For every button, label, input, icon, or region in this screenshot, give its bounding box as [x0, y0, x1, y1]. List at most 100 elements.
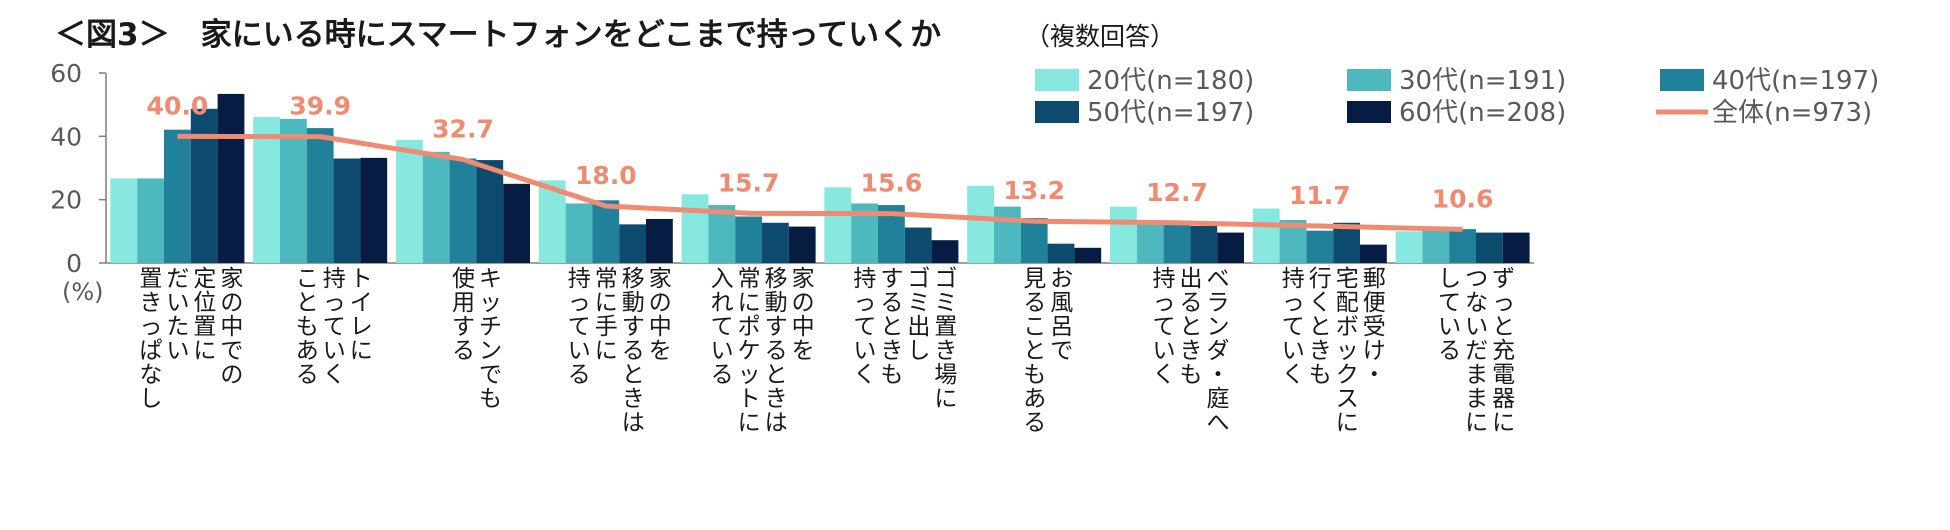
- category-label-char: る: [1438, 338, 1461, 364]
- category-label-char: っ: [323, 290, 346, 316]
- category-label-char: ッ: [738, 362, 761, 388]
- category-label-char: い: [568, 338, 591, 364]
- category-label-char: き: [622, 386, 645, 412]
- category-label-char: は: [765, 410, 788, 436]
- category-label-char: に: [738, 290, 761, 316]
- category-label-char: 電: [1492, 362, 1515, 388]
- bar: [190, 108, 218, 264]
- data-label: 15.6: [861, 169, 923, 198]
- category-label-char: す: [765, 314, 788, 340]
- category-label-char: ベ: [1207, 266, 1230, 292]
- category-label-char: 常: [738, 266, 761, 292]
- category-label-char: レ: [350, 314, 373, 340]
- category-label-char: キ: [479, 266, 502, 292]
- category-label-char: ダ: [1207, 338, 1230, 364]
- category-label-char: に: [595, 338, 618, 364]
- bar: [1110, 206, 1137, 263]
- bar: [306, 128, 334, 263]
- bar: [1306, 230, 1334, 263]
- category-label-char: く: [1309, 290, 1332, 316]
- category-label-char: き: [765, 386, 788, 412]
- bar: [1449, 229, 1476, 263]
- category-label-char: ト: [350, 266, 373, 292]
- legend-item: 30代(n=191): [1347, 66, 1566, 96]
- category-labels: 家の中での定位置にだいたい置きっぱなしトイレに持っていくこともあるキッチンでも使…: [139, 266, 1515, 436]
- category-label-char: す: [622, 314, 645, 340]
- category-label-char: て: [1153, 314, 1176, 340]
- category-label-char: と: [765, 362, 788, 388]
- category-label-char: ず: [1492, 266, 1515, 292]
- category-label-char: ン: [479, 338, 502, 364]
- bar: [824, 187, 852, 263]
- category-label-char: 器: [1492, 386, 1515, 412]
- bar: [1217, 232, 1244, 263]
- category-label-char: と: [1492, 314, 1515, 340]
- category-label-char: に: [1336, 410, 1359, 436]
- category-label-char: 入: [711, 266, 734, 292]
- category-label-char: で: [1050, 338, 1073, 364]
- legend: 20代(n=180) 30代(n=191) 40代(n=197) 50代(n=197)…: [1035, 66, 1879, 128]
- bar: [1502, 232, 1530, 263]
- category-label-char: 置: [193, 314, 216, 340]
- category-label-char: て: [568, 314, 591, 340]
- y-tick-label: 20: [50, 186, 82, 215]
- category-label-char: 家: [649, 266, 672, 292]
- bar: [788, 226, 816, 263]
- bar: [360, 157, 388, 263]
- category-label-char: 便: [1363, 290, 1386, 316]
- category-label-char: 中: [792, 314, 815, 340]
- category-label-char: 出: [907, 314, 930, 340]
- bar: [681, 194, 709, 263]
- bar: [931, 240, 959, 263]
- category-label-char: と: [1309, 314, 1332, 340]
- category-label-char: る: [1180, 290, 1203, 316]
- category-label-char: た: [166, 314, 189, 340]
- category-label-char: に: [738, 410, 761, 436]
- bar: [280, 118, 307, 264]
- data-label: 32.7: [432, 114, 494, 143]
- category-label-char: る: [880, 290, 903, 316]
- category-label-char: き: [880, 338, 903, 364]
- bar: [422, 151, 450, 263]
- bar: [646, 218, 673, 263]
- category-label-char: チ: [479, 314, 502, 340]
- category-label-char: っ: [1492, 290, 1515, 316]
- category-label-char: て: [1438, 290, 1461, 316]
- data-label: 10.6: [1432, 184, 1494, 213]
- bar: [1360, 244, 1387, 263]
- bar: [110, 178, 138, 263]
- category-label-char: い: [1153, 338, 1176, 364]
- category-label-char: な: [1465, 290, 1488, 316]
- legend-label: 40代(n=197): [1712, 66, 1879, 96]
- category-label-char: の: [792, 290, 815, 316]
- bar: [994, 206, 1021, 263]
- category-label-char: と: [880, 314, 903, 340]
- category-label-char: っ: [853, 290, 876, 316]
- category-label-char: 郵: [1363, 266, 1386, 292]
- category-label-char: 配: [1336, 290, 1359, 316]
- category-label-char: 動: [765, 290, 788, 316]
- legend-label: 50代(n=197): [1087, 98, 1254, 128]
- category-label-char: 移: [622, 266, 645, 292]
- category-label-char: い: [711, 338, 734, 364]
- category-label-char: ゴ: [934, 266, 957, 292]
- category-label-char: で: [220, 338, 243, 364]
- category-label-char: 持: [1153, 266, 1176, 292]
- legend-item: 20代(n=180): [1035, 66, 1254, 96]
- legend-label: 全体(n=973): [1712, 98, 1872, 128]
- category-label-char: き: [1309, 338, 1332, 364]
- bar: [967, 185, 994, 263]
- category-label-char: ぱ: [139, 338, 162, 364]
- bar: [253, 117, 280, 264]
- category-label-char: る: [1023, 410, 1046, 436]
- category-label-char: 中: [649, 314, 672, 340]
- data-label: 12.7: [1146, 178, 1208, 207]
- category-label-char: と: [1180, 314, 1203, 340]
- category-label-char: る: [452, 338, 475, 364]
- chart-subtitle: （複数回答）: [1025, 22, 1175, 51]
